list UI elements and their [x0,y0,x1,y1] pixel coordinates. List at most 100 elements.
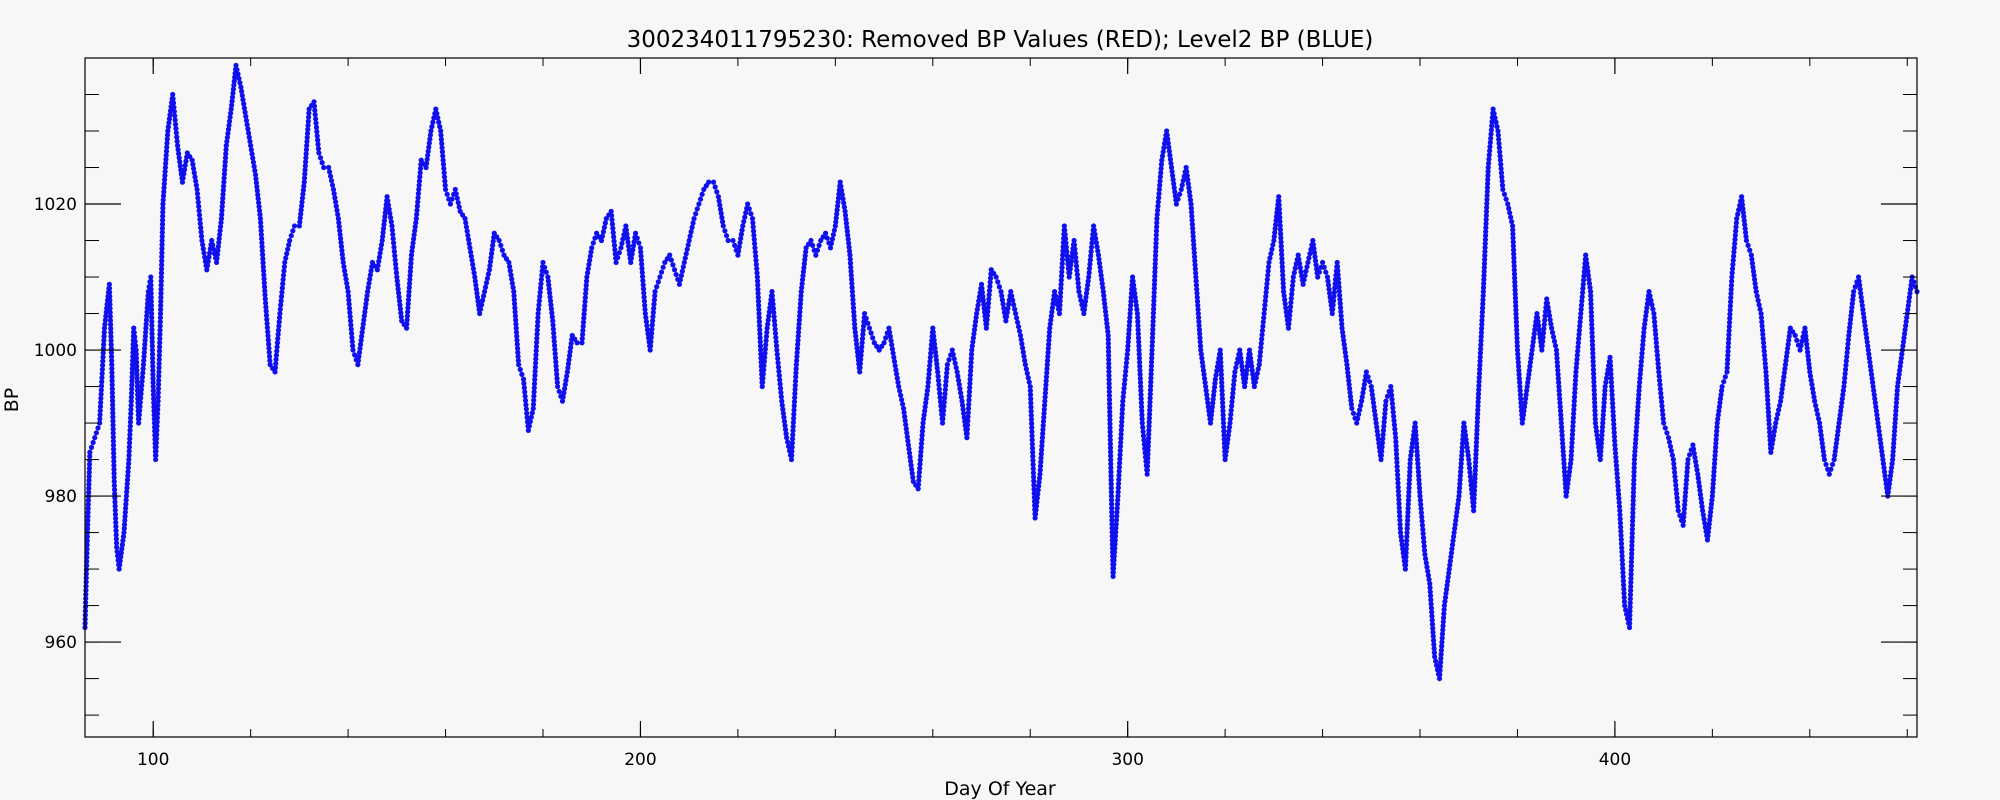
data-point [779,398,785,404]
data-point [1508,214,1514,220]
data-point [689,224,695,230]
data-point [964,430,970,437]
data-point [1038,459,1044,465]
data-point [1297,260,1303,267]
data-point [1249,367,1255,373]
data-point [1237,347,1243,353]
data-point [488,254,494,261]
data-point [1833,444,1839,450]
data-point [85,521,91,528]
data-point [1113,525,1119,531]
data-point [1146,411,1153,417]
data-point [1234,360,1240,366]
data-point [1557,408,1564,414]
data-point [97,408,103,414]
data-point [1137,379,1144,386]
data-point [1261,310,1267,317]
data-point [1026,379,1032,385]
data-point [1165,136,1171,142]
data-point [1396,501,1402,507]
data-point [928,350,934,356]
data-point [1534,314,1541,321]
data-point [1700,508,1706,514]
data-point [348,322,354,328]
data-point [195,195,201,201]
data-point [1592,408,1598,414]
data-point [624,231,630,237]
data-point [1571,398,1577,404]
data-point [235,71,241,77]
data-point [346,301,352,307]
data-point [932,349,939,355]
data-point [1711,465,1717,471]
data-point [367,276,373,282]
data-point [848,272,854,279]
data-point [1584,264,1590,270]
data-point [217,227,223,234]
data-point [1512,291,1518,297]
data-point [489,246,495,253]
data-point [1109,521,1115,527]
data-point [1706,521,1712,527]
data-point [511,301,518,307]
data-point [1590,367,1597,373]
data-point [1660,416,1666,422]
data-point [515,357,521,364]
data-point [1610,417,1617,423]
data-point [1821,452,1827,459]
data-point [110,446,117,452]
data-point [1523,392,1529,398]
data-point [162,168,168,175]
data-point [1760,331,1766,337]
data-point [1271,237,1277,244]
data-point [1217,347,1223,353]
data-point [539,268,545,274]
data-point [218,216,225,222]
data-point [1197,335,1203,341]
data-point [639,261,645,267]
data-point [1569,440,1575,446]
data-point [1621,586,1627,592]
data-point [1697,491,1704,498]
data-point [1635,396,1642,402]
data-point [1279,251,1285,258]
data-point [1553,347,1560,353]
data-point [680,264,686,270]
data-point [1497,153,1503,159]
data-point [1117,460,1123,466]
data-point [939,420,946,426]
data-point [1340,333,1346,339]
data-point [258,232,264,238]
data-point [393,265,399,272]
data-point [1747,247,1753,253]
data-point [1506,205,1512,212]
data-point [1702,520,1708,526]
data-point [196,208,202,214]
data-point [1405,497,1412,503]
data-point [244,122,250,128]
data-point [797,301,804,307]
data-point [1630,497,1636,504]
data-point [937,399,944,405]
data-point [140,370,146,376]
data-point [1378,452,1384,458]
data-point [1042,390,1048,396]
data-point [1621,594,1627,600]
data-point [1337,305,1344,311]
data-point [1443,590,1449,597]
data-point [1344,362,1350,368]
data-point [378,242,385,248]
data-point [262,288,268,294]
data-point [1759,327,1766,333]
data-point [644,323,650,329]
data-point [1599,436,1605,442]
data-point [1598,448,1604,455]
data-point [662,259,668,266]
data-point [1403,542,1410,548]
data-point [107,305,113,312]
data-point [775,360,781,366]
data-point [1758,315,1765,321]
data-point [1818,432,1824,438]
data-point [1627,592,1634,598]
data-point [1466,461,1472,467]
